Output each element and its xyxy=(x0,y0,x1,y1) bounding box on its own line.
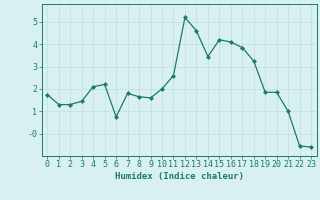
X-axis label: Humidex (Indice chaleur): Humidex (Indice chaleur) xyxy=(115,172,244,181)
